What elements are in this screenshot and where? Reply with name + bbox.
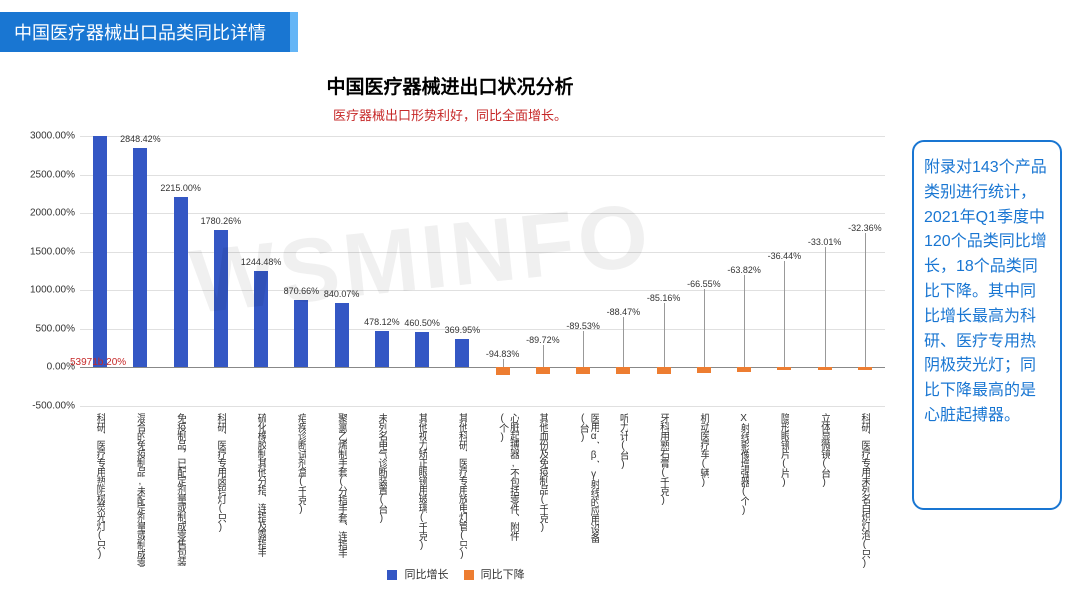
- bar: [214, 230, 228, 367]
- category-label: 免疫制品，已配定剂量或制成零售包装: [175, 413, 186, 566]
- category-label: 其他血份及免疫制品(千克): [537, 413, 548, 532]
- legend-swatch-drop: [464, 570, 474, 580]
- bar-value-label: 840.07%: [324, 289, 360, 299]
- category-label: 其他科研、医疗专用放电灯管(只): [456, 413, 467, 559]
- grid-line: [80, 213, 885, 214]
- bar: [375, 331, 389, 368]
- bar: [294, 300, 308, 367]
- bar: [254, 271, 268, 367]
- leader-line: [784, 261, 785, 367]
- bar-value-label: 478.12%: [364, 317, 400, 327]
- category-label: 聚氯乙烯制手套(分指手套、连指手: [336, 413, 347, 558]
- y-tick-label: 2500.00%: [30, 169, 75, 180]
- y-tick-label: 3000.00%: [30, 131, 75, 142]
- grid-line: [80, 406, 885, 407]
- bar-value-label: 1244.48%: [241, 257, 282, 267]
- y-tick-label: 1000.00%: [30, 285, 75, 296]
- category-label: 疟疾诊断试剂盒(千克): [295, 413, 306, 514]
- y-tick-label: 1500.00%: [30, 246, 75, 257]
- bar-value-label: -33.01%: [808, 237, 842, 247]
- bar-value-label: -94.83%: [486, 349, 520, 359]
- y-tick-label: 500.00%: [36, 323, 75, 334]
- chart-title: 中国医疗器械进出口状况分析: [0, 72, 900, 99]
- leader-line: [583, 331, 584, 367]
- bar-value-label: -85.16%: [647, 293, 681, 303]
- category-label: X射线影像增强器(个): [738, 413, 749, 515]
- bar-value-label: 870.66%: [284, 286, 320, 296]
- grid-line: [80, 290, 885, 291]
- legend-label-grow: 同比增长: [404, 569, 448, 581]
- leader-line: [503, 359, 504, 367]
- leader-line: [623, 317, 624, 367]
- grid-line: [80, 329, 885, 330]
- left-red-label: 53971b.20%: [70, 357, 126, 368]
- bar: [133, 148, 147, 368]
- category-label: 硫化橡胶制其他分指、连指及露指手: [255, 413, 266, 557]
- bar-value-label: 2848.42%: [120, 134, 161, 144]
- bar-value-label: -89.53%: [566, 321, 600, 331]
- grid-line: [80, 175, 885, 176]
- leader-line: [865, 233, 866, 367]
- bar-value-label: 2215.00%: [160, 183, 201, 193]
- category-label: 听力计(台): [617, 413, 628, 469]
- bar: [858, 367, 872, 369]
- category-label: 机动医疗车(辆): [698, 413, 709, 487]
- chart-subtitle: 医疗器械出口形势利好，同比全面增长。: [0, 105, 900, 124]
- leader-line: [744, 275, 745, 367]
- y-tick-label: 2000.00%: [30, 208, 75, 219]
- bar: [777, 367, 791, 370]
- bar: [415, 332, 429, 368]
- category-label: 心脏起搏器,不包括零件、附件(个): [497, 413, 519, 568]
- bar-value-label: 1780.26%: [201, 216, 242, 226]
- category-label: 隐形眼镜片(片): [778, 413, 789, 487]
- category-label: 混合的免疫制品,未配定剂量或制成零: [134, 413, 145, 567]
- title-bar-text: 中国医疗器械出口品类同比详情: [14, 19, 266, 45]
- grid-line: [80, 136, 885, 137]
- title-bar: 中国医疗器械出口品类同比详情: [0, 12, 298, 52]
- bar: [737, 367, 751, 372]
- category-label: 未列名电气诊断装置(台): [376, 413, 387, 523]
- bar-value-label: -36.44%: [768, 251, 802, 261]
- bar: [616, 367, 630, 374]
- legend-swatch-grow: [387, 570, 397, 580]
- bar: [818, 367, 832, 370]
- side-note: 附录对143个产品类别进行统计，2021年Q1季度中120个品类同比增长，18个…: [912, 140, 1062, 510]
- bar-value-label: -32.36%: [848, 223, 882, 233]
- leader-line: [825, 247, 826, 367]
- bar: [93, 136, 107, 367]
- zero-line: [80, 367, 885, 368]
- bar: [697, 367, 711, 372]
- chart-region: 中国医疗器械进出口状况分析 医疗器械出口形势利好，同比全面增长。 WSMINFO…: [0, 58, 900, 588]
- bar-value-label: -66.55%: [687, 279, 721, 289]
- category-label: 立体显微镜(台): [819, 413, 830, 487]
- bar: [576, 367, 590, 374]
- side-note-text: 附录对143个产品类别进行统计，2021年Q1季度中120个品类同比增长，18个…: [924, 159, 1047, 424]
- bar-value-label: 460.50%: [404, 318, 440, 328]
- grid-line: [80, 252, 885, 253]
- category-label: 牙科用熟石膏(千克): [658, 413, 669, 505]
- plot-area: -500.00%0.00%500.00%1000.00%1500.00%2000…: [80, 136, 885, 406]
- category-label: 医用α、β、γ射线的应用设备(台): [577, 413, 599, 568]
- bar: [455, 339, 469, 368]
- bar: [496, 367, 510, 374]
- category-label: 其他视力矫正眼镜用玻璃(千克): [416, 413, 427, 550]
- bar-value-label: 369.95%: [445, 325, 481, 335]
- leader-line: [664, 303, 665, 367]
- category-label: 科研、医疗专用卤钨灯(只): [215, 413, 226, 532]
- bar: [174, 197, 188, 368]
- category-label: 科研、医疗专用未列名白炽灯泡(只): [859, 413, 870, 568]
- bar-value-label: -63.82%: [727, 265, 761, 275]
- bar: [335, 303, 349, 368]
- bar-value-label: -88.47%: [607, 307, 641, 317]
- bar-value-label: -89.72%: [526, 335, 560, 345]
- category-label: 科研、医疗专用热阴极荧光灯(只): [94, 413, 105, 559]
- bar: [536, 367, 550, 374]
- legend-label-drop: 同比下降: [481, 569, 525, 581]
- leader-line: [543, 345, 544, 367]
- leader-line: [704, 289, 705, 367]
- bar: [657, 367, 671, 374]
- y-tick-label: -500.00%: [32, 401, 75, 412]
- legend: 同比增长 同比下降: [0, 566, 900, 582]
